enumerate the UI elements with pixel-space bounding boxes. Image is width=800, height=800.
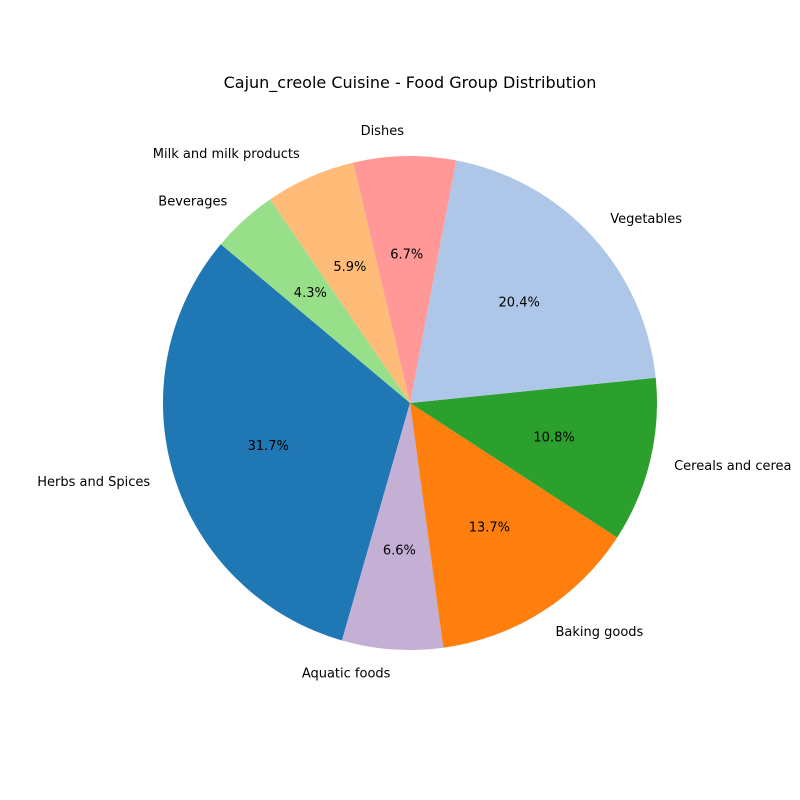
pie-slice-aquatic-foods xyxy=(341,403,444,651)
pie-slice-vegetables xyxy=(410,160,656,403)
pct-label: 5.9% xyxy=(333,260,366,275)
chart-title: Cajun_creole Cuisine - Food Group Distri… xyxy=(224,73,597,93)
slice-label: Baking goods xyxy=(555,625,643,640)
pct-label: 6.6% xyxy=(383,543,416,558)
slice-label: Herbs and Spices xyxy=(37,475,150,490)
pie-slice-milk-and-milk-products xyxy=(269,162,410,403)
pct-label: 20.4% xyxy=(499,295,540,310)
pct-label: 4.3% xyxy=(294,286,327,301)
slice-label: Aquatic foods xyxy=(302,667,391,682)
pct-label: 6.7% xyxy=(390,247,423,262)
pct-label: 10.8% xyxy=(533,430,574,445)
pie-labels: 31.7% Herbs and Spices 6.6% Aquatic foods 13… xyxy=(37,124,791,682)
pie-slice-baking-goods xyxy=(410,403,618,648)
pct-label: 31.7% xyxy=(248,439,289,454)
pie-slice-cereals-and-cerea xyxy=(410,377,657,538)
slice-label: Beverages xyxy=(158,194,227,209)
pie-slice-dishes xyxy=(353,156,457,403)
slice-label: Vegetables xyxy=(610,212,682,227)
pie-slices xyxy=(163,156,657,651)
pct-label: 13.7% xyxy=(469,521,510,536)
slice-label: Cereals and cerea xyxy=(674,459,791,474)
slice-label: Milk and milk products xyxy=(153,147,300,162)
pie-slice-herbs-and-spices xyxy=(163,244,410,641)
slice-label: Dishes xyxy=(361,124,405,139)
pie-slice-beverages xyxy=(220,199,410,403)
